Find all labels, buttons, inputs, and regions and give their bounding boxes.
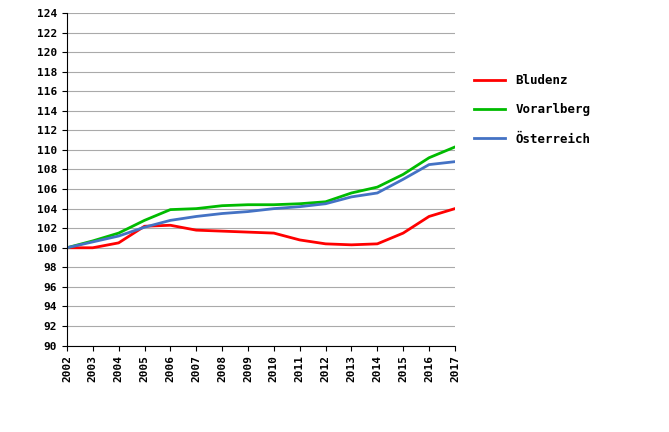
Bludenz: [167, 222, 175, 228]
Vorarlberg: [322, 199, 330, 204]
Vorarlberg: [89, 238, 97, 244]
Vorarlberg: [63, 245, 71, 251]
Bludenz: [399, 231, 407, 236]
Bludenz: [425, 214, 433, 219]
Vorarlberg: [218, 203, 226, 208]
Österreich: [89, 239, 97, 245]
Vorarlberg: [451, 144, 459, 149]
Österreich: [244, 209, 252, 214]
Österreich: [451, 159, 459, 164]
Bludenz: [89, 245, 97, 251]
Legend: Bludenz, Vorarlberg, Österreich: Bludenz, Vorarlberg, Österreich: [469, 69, 595, 151]
Bludenz: [192, 228, 200, 233]
Vorarlberg: [399, 172, 407, 177]
Bludenz: [218, 229, 226, 234]
Vorarlberg: [114, 231, 122, 236]
Bludenz: [347, 242, 355, 248]
Line: Vorarlberg: Vorarlberg: [67, 147, 455, 248]
Vorarlberg: [167, 207, 175, 212]
Bludenz: [270, 231, 278, 236]
Bludenz: [373, 241, 381, 246]
Vorarlberg: [296, 201, 304, 206]
Bludenz: [296, 237, 304, 242]
Vorarlberg: [192, 206, 200, 211]
Österreich: [114, 233, 122, 238]
Österreich: [270, 206, 278, 211]
Österreich: [373, 191, 381, 196]
Österreich: [322, 201, 330, 206]
Bludenz: [63, 245, 71, 251]
Vorarlberg: [244, 202, 252, 207]
Österreich: [347, 194, 355, 200]
Österreich: [296, 204, 304, 209]
Bludenz: [451, 206, 459, 211]
Vorarlberg: [140, 218, 149, 223]
Bludenz: [322, 241, 330, 246]
Vorarlberg: [425, 155, 433, 160]
Österreich: [63, 245, 71, 251]
Bludenz: [114, 240, 122, 245]
Vorarlberg: [347, 191, 355, 196]
Bludenz: [140, 224, 149, 229]
Österreich: [218, 211, 226, 216]
Vorarlberg: [270, 202, 278, 207]
Line: Bludenz: Bludenz: [67, 209, 455, 248]
Line: Österreich: Österreich: [67, 162, 455, 248]
Österreich: [425, 162, 433, 167]
Österreich: [140, 225, 149, 230]
Österreich: [167, 218, 175, 223]
Österreich: [192, 214, 200, 219]
Bludenz: [244, 229, 252, 235]
Vorarlberg: [373, 184, 381, 190]
Österreich: [399, 177, 407, 182]
